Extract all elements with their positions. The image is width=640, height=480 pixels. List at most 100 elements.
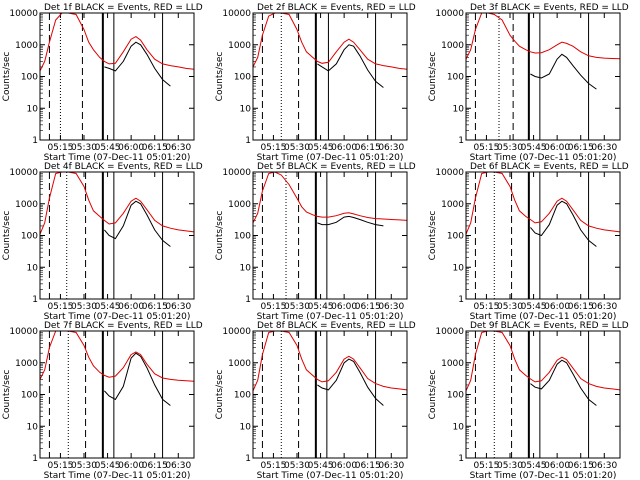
x-tick-label: 06:30 [378,143,404,153]
x-tick-label: 05:15 [260,143,286,153]
events-series-line [530,200,597,247]
y-axis-label: Counts/sec [2,52,12,102]
x-axis-label: Start Time (07-Dec-11 05:01:20) [44,153,191,163]
y-tick-label: 1000 [441,41,464,51]
x-tick-label: 05:45 [308,302,334,312]
x-tick-label: 06:30 [591,461,617,471]
y-tick-label: 10000 [222,327,251,337]
lld-series-line [40,13,194,72]
events-series-line [530,359,597,406]
y-tick-label: 1 [32,136,38,146]
y-tick-label: 100 [234,391,251,401]
panel-title: Det 7f BLACK = Events, RED = LLD [44,321,203,331]
y-tick-label: 1 [245,295,251,305]
x-tick-label: 05:30 [71,143,97,153]
x-tick-label: 06:15 [568,143,594,153]
x-axis-label: Start Time (07-Dec-11 05:01:20) [470,153,617,163]
panel-title: Det 9f BLACK = Events, RED = LLD [470,321,629,331]
y-tick-label: 100 [234,232,251,242]
x-tick-label: 05:30 [284,143,310,153]
x-tick-label: 06:30 [378,302,404,312]
plot-frame [252,171,408,300]
y-tick-label: 10 [453,422,465,432]
x-axis-label: Start Time (07-Dec-11 05:01:20) [257,471,404,480]
x-axis-label: Start Time (07-Dec-11 05:01:20) [257,312,404,322]
x-axis-label: Start Time (07-Dec-11 05:01:20) [257,153,404,163]
panel-title: Det 4f BLACK = Events, RED = LLD [44,162,203,172]
y-tick-label: 1000 [228,359,251,369]
x-tick-label: 05:15 [47,461,73,471]
x-tick-label: 06:00 [544,461,570,471]
y-tick-label: 10 [240,422,252,432]
panel-5: Det 5f BLACK = Events, RED = LLD Counts/s… [215,162,416,322]
y-tick-label: 100 [21,232,38,242]
plot-frame [39,12,195,141]
x-tick-label: 05:45 [308,461,334,471]
y-tick-label: 10000 [435,9,464,19]
lld-series-line [253,331,407,392]
x-tick-label: 06:00 [331,302,357,312]
y-tick-label: 1000 [441,200,464,210]
y-tick-label: 10 [240,104,252,114]
x-tick-label: 06:00 [331,461,357,471]
x-tick-label: 05:45 [95,302,121,312]
y-axis-label: Counts/sec [215,370,225,420]
plot-frame [252,330,408,459]
x-tick-label: 06:30 [165,461,191,471]
events-series-line [104,41,171,87]
x-tick-label: 05:30 [71,302,97,312]
panel-8: Det 8f BLACK = Events, RED = LLD Counts/s… [215,321,416,480]
x-tick-label: 05:15 [260,461,286,471]
x-tick-label: 05:15 [473,143,499,153]
x-tick-label: 06:15 [568,461,594,471]
x-tick-label: 06:15 [142,461,168,471]
lld-series-line [253,172,407,224]
y-axis-label: Counts/sec [2,370,12,420]
x-tick-label: 06:30 [378,461,404,471]
lld-series-line [466,172,620,235]
x-tick-label: 05:45 [521,143,547,153]
x-tick-label: 05:30 [284,461,310,471]
events-series-line [104,200,171,247]
panel-title: Det 6f BLACK = Events, RED = LLD [470,162,629,172]
y-tick-label: 100 [447,391,464,401]
plot-frame [39,330,195,459]
events-series-line [317,215,384,227]
lld-series-line [253,13,407,70]
x-axis-label: Start Time (07-Dec-11 05:01:20) [44,471,191,480]
panel-7: Det 7f BLACK = Events, RED = LLD Counts/s… [2,321,203,480]
x-tick-label: 05:15 [473,461,499,471]
y-tick-label: 1 [245,136,251,146]
x-tick-label: 06:15 [142,143,168,153]
x-axis-label: Start Time (07-Dec-11 05:01:20) [44,312,191,322]
x-tick-label: 05:30 [497,302,523,312]
y-tick-label: 10000 [9,168,38,178]
events-series-line [317,358,384,406]
y-tick-label: 1000 [15,41,38,51]
events-series-line [530,53,597,90]
panel-title: Det 2f BLACK = Events, RED = LLD [257,3,416,13]
y-tick-label: 10 [453,104,465,114]
x-tick-label: 06:30 [591,302,617,312]
y-tick-label: 1 [458,454,464,464]
panel-3: Det 3f BLACK = Events, RED = LLD Counts/s… [428,3,629,163]
x-tick-label: 05:45 [95,143,121,153]
y-tick-label: 10000 [222,9,251,19]
y-tick-label: 1 [245,454,251,464]
y-axis-label: Counts/sec [215,52,225,102]
y-tick-label: 1000 [441,359,464,369]
x-tick-label: 05:15 [47,143,73,153]
y-tick-label: 1000 [228,200,251,210]
y-tick-label: 10 [27,104,39,114]
x-tick-label: 05:15 [260,302,286,312]
lld-series-line [40,331,194,382]
panel-title: Det 5f BLACK = Events, RED = LLD [257,162,416,172]
y-tick-label: 100 [447,73,464,83]
lld-series-line [40,172,194,235]
lld-series-line [466,331,620,392]
y-tick-label: 10 [27,263,39,273]
y-tick-label: 1000 [228,41,251,51]
y-tick-label: 1 [458,295,464,305]
y-axis-label: Counts/sec [428,211,438,261]
x-tick-label: 06:15 [355,461,381,471]
